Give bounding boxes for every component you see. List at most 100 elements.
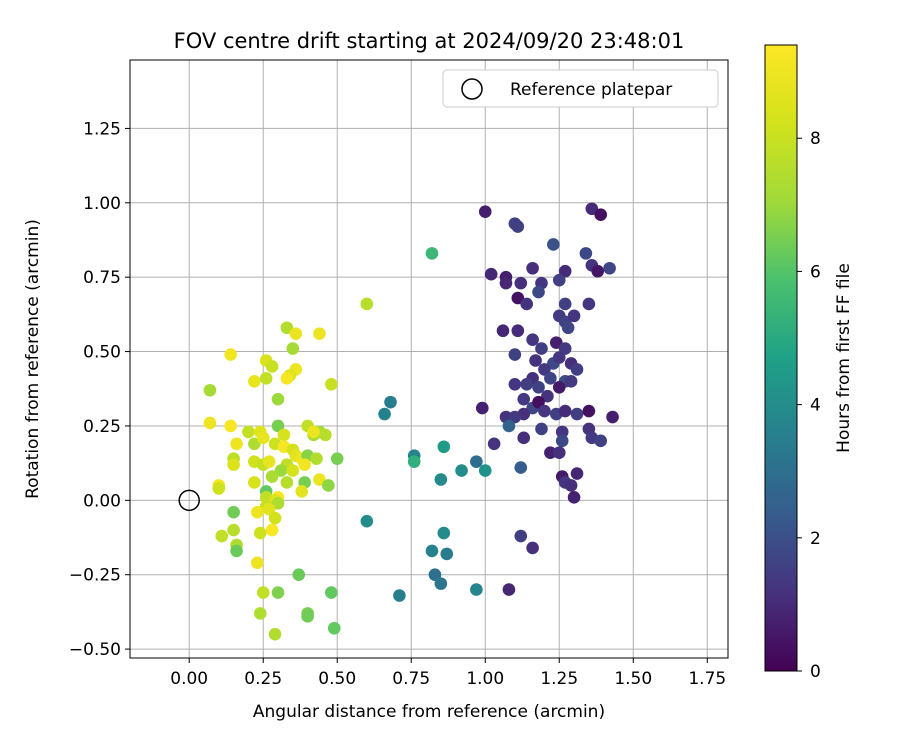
scatter-point — [594, 434, 608, 448]
scatter-point — [434, 577, 448, 590]
x-tick-label: 1.00 — [466, 669, 504, 689]
scatter-point — [570, 407, 584, 421]
scatter-point — [277, 428, 291, 442]
scatter-point — [242, 425, 255, 439]
scatter-point — [475, 401, 489, 415]
scatter-point — [535, 422, 548, 436]
y-axis-label: Rotation from reference (arcmin) — [23, 219, 43, 499]
scatter-point — [437, 526, 451, 540]
scatter-point — [230, 544, 243, 558]
scatter-point — [532, 285, 545, 299]
scatter-point — [295, 485, 309, 498]
scatter-point — [502, 419, 516, 433]
scatter-point — [286, 464, 300, 477]
scatter-point — [227, 505, 240, 519]
scatter-point — [455, 464, 468, 477]
scatter-point — [558, 404, 572, 418]
scatter-point — [508, 348, 522, 361]
scatter-point — [478, 464, 492, 477]
colorbar-label: Hours from first FF file — [834, 263, 854, 453]
grid-lines — [130, 60, 728, 658]
scatter-point — [289, 327, 303, 341]
scatter-point — [224, 419, 237, 433]
scatter-point — [262, 455, 276, 468]
scatter-point — [313, 327, 326, 341]
x-tick-label: 1.50 — [614, 669, 652, 689]
scatter-point — [407, 455, 421, 468]
scatter-point — [203, 383, 217, 397]
scatter-point — [508, 410, 522, 424]
scatter-point — [567, 491, 581, 504]
scatter-point — [378, 407, 391, 421]
scatter-point — [529, 354, 542, 367]
scatter-point — [215, 529, 229, 543]
colorbar-gradient — [764, 44, 798, 672]
x-tick-label: 1.25 — [540, 669, 578, 689]
scatter-point — [224, 348, 237, 361]
scatter-point — [271, 496, 285, 510]
colorbar-tick-label: 8 — [810, 129, 821, 149]
scatter-point — [520, 377, 533, 391]
scatter-point — [582, 297, 596, 311]
scatter-point — [517, 431, 531, 445]
scatter-point — [603, 261, 616, 275]
scatter-point — [227, 458, 240, 471]
scatter-point — [310, 452, 323, 465]
scatter-point — [582, 404, 596, 418]
scatter-point — [280, 476, 294, 489]
scatter-point — [298, 458, 311, 471]
scatter-point — [487, 437, 501, 451]
y-tick-label: 0.50 — [83, 343, 121, 363]
scatter-point — [585, 202, 599, 216]
scatter-point — [253, 526, 267, 540]
scatter-point — [203, 416, 217, 430]
scatter-point — [212, 482, 226, 495]
scatter-point — [552, 446, 566, 460]
scatter-point — [555, 434, 569, 448]
scatter-point — [544, 446, 557, 460]
scatter-point — [268, 627, 282, 641]
colorbar-tick-label: 4 — [810, 396, 821, 416]
scatter-point — [437, 440, 451, 454]
scatter-point — [478, 205, 492, 219]
scatter-point — [322, 479, 335, 492]
y-tick-label: −0.25 — [69, 566, 121, 586]
scatter-point — [508, 377, 522, 391]
scatter-point — [286, 342, 300, 355]
scatter-point — [384, 395, 397, 409]
x-tick-label: 0.25 — [244, 669, 282, 689]
y-tick-label: −0.50 — [69, 640, 121, 660]
scatter-point — [517, 392, 531, 406]
scatter-point — [514, 529, 528, 543]
legend-label-reference-platepar: Reference platepar — [510, 80, 672, 100]
colorbar: 0 2 4 6 8 Hours from first FF file — [764, 44, 854, 682]
legend-open-circle-marker — [461, 78, 483, 100]
scatter-point — [307, 425, 320, 439]
scatter-point — [579, 247, 593, 260]
scatter-point — [253, 607, 267, 620]
x-tick-label: 0.50 — [318, 669, 356, 689]
colorbar-tick-label: 6 — [810, 262, 821, 282]
scatter-point — [425, 544, 439, 558]
scatter-point — [526, 333, 539, 346]
scatter-point — [526, 541, 539, 555]
scatter-point — [280, 372, 294, 385]
colorbar-tick-label: 0 — [810, 662, 821, 682]
scatter-point — [606, 410, 619, 424]
scatter-point — [499, 276, 513, 290]
scatter-point — [250, 556, 264, 570]
colorbar-tick-label: 2 — [810, 529, 821, 549]
scatter-point — [248, 375, 261, 388]
scatter-point — [558, 264, 572, 278]
scatter-point — [514, 276, 528, 290]
scatter-point — [541, 389, 554, 403]
chart-title: FOV centre drift starting at 2024/09/20 … — [174, 29, 685, 53]
scatter-point — [558, 297, 572, 311]
scatter-point — [440, 547, 454, 561]
data-points — [203, 202, 619, 641]
x-tick-label: 0.00 — [170, 669, 208, 689]
scatter-point — [555, 425, 569, 439]
scatter-point — [591, 264, 605, 278]
scatter-point — [570, 363, 584, 376]
scatter-point — [250, 505, 264, 519]
